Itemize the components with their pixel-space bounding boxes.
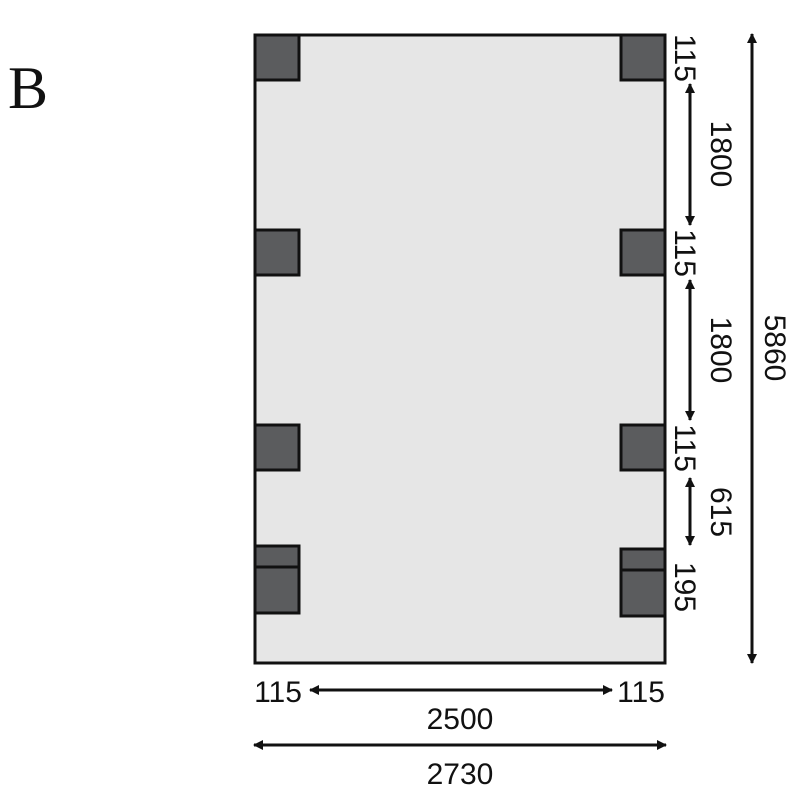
figure-label: B	[8, 55, 48, 121]
post-right-4b	[619, 568, 667, 618]
dim-top-post: 115	[668, 34, 701, 82]
post-left-1	[253, 33, 301, 82]
dim-gap-1: 1800	[704, 121, 737, 188]
dim-total-length: 5860	[758, 315, 791, 382]
dim-bottom-post: 195	[668, 562, 701, 612]
dim-inner-width: 2500	[427, 703, 494, 736]
post-right-4a	[619, 547, 667, 572]
posts	[253, 33, 667, 618]
post-left-2	[253, 228, 301, 277]
dim-left-post: 115	[254, 676, 302, 709]
post-left-4b	[253, 565, 301, 615]
dim-post-3: 115	[668, 424, 701, 472]
dim-total-width: 2730	[427, 758, 494, 791]
post-right-3	[619, 423, 667, 472]
post-left-3	[253, 423, 301, 472]
post-right-2	[619, 228, 667, 277]
floor-slab	[253, 33, 667, 665]
post-right-1	[619, 33, 667, 82]
dim-gap-3: 615	[704, 487, 737, 537]
post-left-4a	[253, 544, 301, 569]
dim-right-post: 115	[617, 676, 665, 709]
dim-gap-2: 1800	[704, 317, 737, 384]
dim-post-2: 115	[668, 229, 701, 277]
